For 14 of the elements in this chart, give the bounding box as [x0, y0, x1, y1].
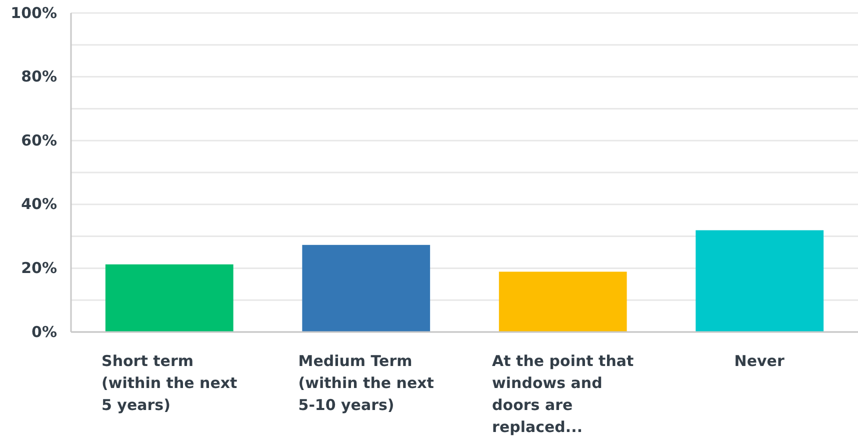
- x-tick-label: Short term (within the next 5 years): [102, 352, 238, 414]
- bar: [696, 230, 824, 332]
- y-tick-label: 20%: [21, 259, 57, 277]
- y-tick-label: 60%: [21, 131, 57, 150]
- y-tick-label: 100%: [10, 4, 57, 22]
- x-tick-label: At the point that windows and doors are replaced...: [492, 352, 634, 436]
- y-tick-label: 80%: [21, 68, 57, 86]
- bar: [105, 264, 234, 332]
- x-tick-label: Never: [734, 352, 785, 370]
- x-tick-label: Medium Term (within the next 5-10 years): [298, 352, 434, 414]
- bar: [498, 272, 627, 332]
- y-tick-label: 0%: [32, 322, 57, 341]
- y-tick-label: 40%: [21, 195, 57, 214]
- bar: [302, 244, 430, 332]
